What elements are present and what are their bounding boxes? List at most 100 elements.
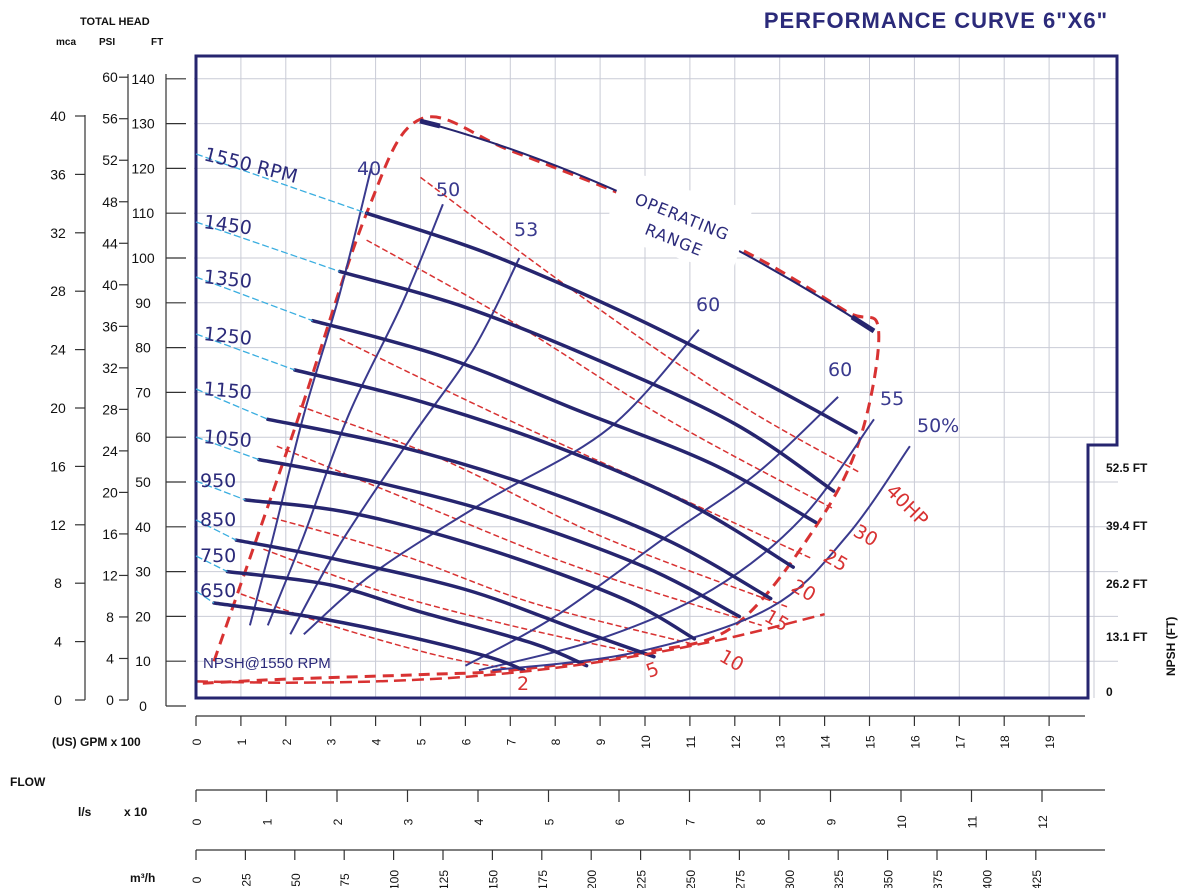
ls-tick-label: 4 [472,818,486,825]
gpm-tick-label: 16 [908,735,922,749]
plot-border [194,54,1119,700]
total-head-label: TOTAL HEAD [80,16,150,28]
efficiency-label: 40 [357,158,381,180]
rpm-label: 950 [200,470,236,492]
ft-unit-label: FT [151,37,163,48]
m3h-tick-label: 25 [239,873,253,887]
ft-tick-label: 20 [135,608,151,624]
gpm-tick-label: 10 [639,735,653,749]
power-label: 40HP [881,480,932,531]
m3h-tick-label: 225 [635,870,649,888]
ft-tick-label: 10 [135,653,151,669]
m3h-tick-label: 100 [388,870,402,888]
ft-tick-label: 90 [135,295,151,311]
mca-tick-label: 4 [54,634,62,650]
gpm-tick-label: 9 [594,738,608,745]
power-curve [240,593,520,671]
speed-curve [337,269,836,493]
rpm-label: 1450 [202,211,253,240]
ls-tick-label: 12 [1036,815,1050,829]
rpm-label: 850 [200,509,236,531]
m3h-axis-label: m³/h [130,871,155,885]
gpm-tick-label: 15 [864,735,878,749]
rpm-leader-line [195,590,215,604]
m3h-tick-label: 200 [585,870,599,888]
mca-tick-label: 20 [50,400,66,416]
rpm-leader-line [195,480,246,501]
psi-tick-label: 16 [102,526,118,542]
gpm-tick-label: 3 [325,738,339,745]
ls-tick-label: 9 [825,818,839,825]
efficiency-label: 55 [880,388,904,410]
speed-curve [234,538,656,659]
gpm-axis-label: (US) GPM x 100 [52,735,141,749]
speed-curve [212,601,526,672]
rpm-label: 750 [200,545,236,567]
ls-tick-label: 3 [402,818,416,825]
axes [75,74,1105,860]
psi-tick-label: 0 [106,692,114,708]
ft-tick-label: 50 [135,474,151,490]
power-curve [263,548,655,658]
flow-label: FLOW [10,775,46,789]
curve-labels: 1550 RPM14501350125011501050950850750650… [200,144,959,695]
power-label: 20 [788,575,820,606]
gpm-tick-label: 6 [459,738,473,745]
power-label: 30 [850,520,882,551]
gpm-tick-label: 0 [190,738,204,745]
m3h-tick-label: 275 [733,870,747,888]
mca-tick-label: 36 [50,166,66,182]
gpm-tick-label: 7 [504,738,518,745]
mca-tick-label: 32 [50,225,66,241]
m3h-tick-label: 400 [980,870,994,888]
ls-tick-label: 8 [754,818,768,825]
mca-tick-label: 16 [50,458,66,474]
psi-tick-label: 52 [102,152,118,168]
rpm-leader-line [195,436,260,461]
efficiency-label: 50% [917,415,959,437]
power-curves [240,176,861,671]
rpm-leader-line [195,153,367,214]
mca-unit-label: mca [56,37,76,48]
m3h-tick-label: 0 [190,876,204,883]
power-label: 2 [517,673,529,695]
rpm-label: 1550 RPM [202,144,300,188]
psi-tick-label: 20 [102,484,118,500]
efficiency-label: 50 [436,179,460,201]
psi-tick-label: 24 [102,443,118,459]
tick-labels: 0102030405060708090100110120130140048121… [50,69,1148,888]
ft-tick-label: 40 [135,519,151,535]
m3h-tick-label: 375 [931,870,945,888]
plot-frame [194,54,1119,700]
gpm-tick-label: 2 [280,738,294,745]
m3h-tick-label: 250 [684,870,698,888]
rpm-label: 1150 [203,378,253,404]
mca-tick-label: 40 [50,108,66,124]
gpm-tick-label: 13 [774,735,788,749]
speed-curve [225,569,589,668]
mca-tick-label: 28 [50,283,66,299]
ls-tick-label: 7 [684,818,698,825]
speed-curves [212,211,858,672]
npsh-curve-label: NPSH@1550 RPM [203,655,331,672]
ls-tick-label: 11 [966,815,980,828]
speed-curve [243,498,697,641]
npsh-tick-label: 0 [1106,685,1113,699]
ls-tick-label: 1 [261,818,275,825]
npsh-curve [195,612,825,684]
chart-title: PERFORMANCE CURVE 6"X6" [764,8,1108,33]
mca-tick-label: 8 [54,575,62,591]
npsh-tick-label: 13.1 FT [1106,630,1148,644]
gpm-tick-label: 17 [953,735,967,749]
gpm-tick-label: 12 [729,735,743,749]
npsh-tick-label: 39.4 FT [1106,519,1148,533]
psi-tick-label: 56 [102,111,118,127]
operating-range-boundary-line [195,115,881,686]
plot-grid [194,55,1118,698]
efficiency-label: 60 [696,294,720,316]
psi-tick-label: 48 [102,194,118,210]
mca-tick-label: 12 [50,517,66,533]
ft-tick-label: 30 [135,564,151,580]
power-curve [272,517,691,645]
